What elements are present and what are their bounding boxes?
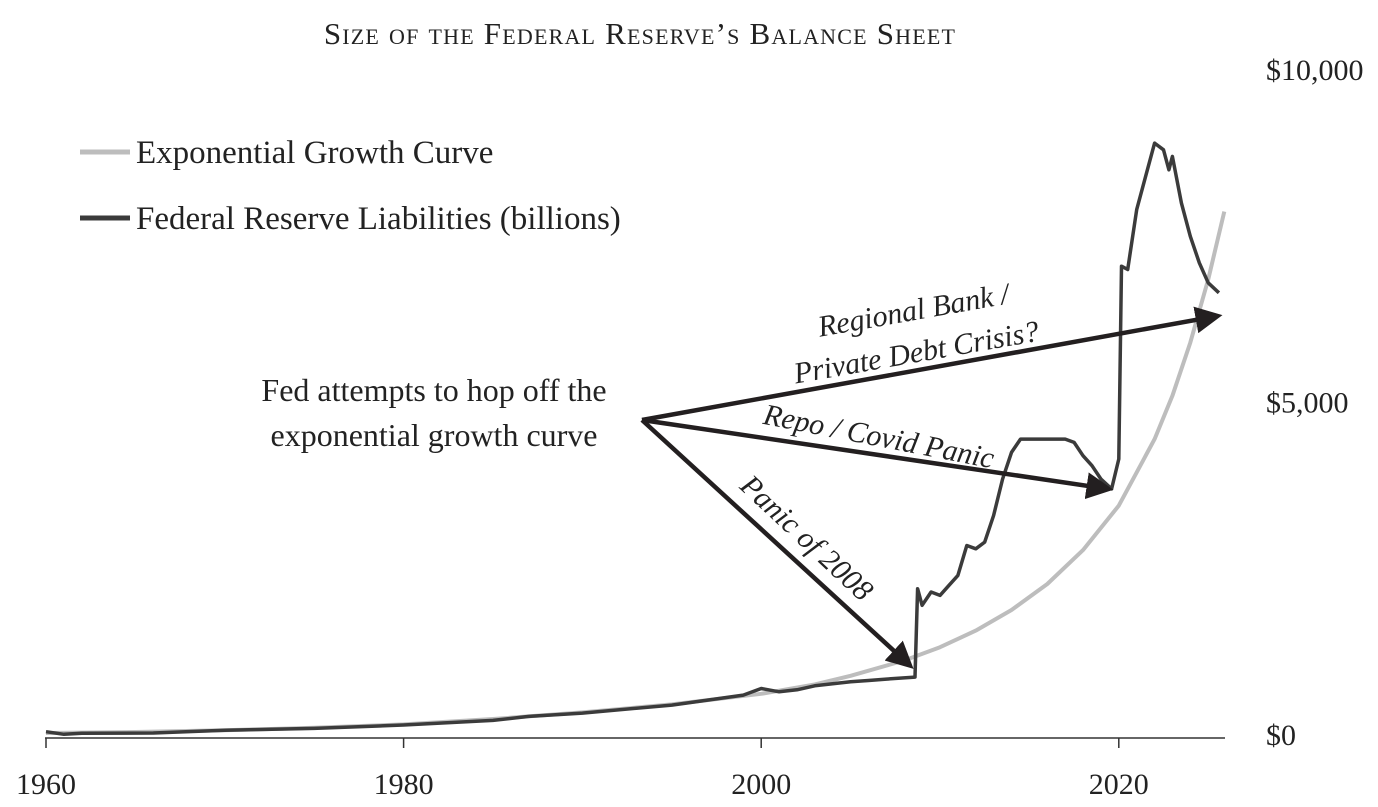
- arrow-regional-bank: [641, 306, 1223, 423]
- arrow-panic-2008: [640, 418, 914, 669]
- y-tick-label-0: $0: [1266, 719, 1296, 752]
- annotation-arrows: [640, 306, 1223, 669]
- x-tick-label-2020: 2020: [1089, 768, 1149, 801]
- arrow-repo-covid: [641, 417, 1114, 500]
- arrow-label-panic-2008: Panic of 2008: [733, 468, 879, 608]
- series-line-exponential-growth-curve: [45, 211, 1227, 735]
- y-axis-ticks: $0 $5,000 $10,000: [1266, 54, 1364, 752]
- y-tick-label-10000: $10,000: [1266, 54, 1364, 87]
- annotation-note-line-2: exponential growth curve: [271, 417, 598, 453]
- legend-label-liabilities: Federal Reserve Liabilities (billions): [136, 201, 621, 237]
- annotation-fed-attempts: Fed attempts to hop off the exponential …: [261, 372, 606, 453]
- x-tick-label-2000: 2000: [731, 768, 791, 801]
- arrow-label-repo-covid: Repo / Covid Panic: [760, 398, 997, 475]
- x-axis-ticks: 1960 1980 2000 2020: [16, 738, 1149, 801]
- legend-label-exponential: Exponential Growth Curve: [136, 135, 493, 171]
- annotation-note-line-1: Fed attempts to hop off the: [261, 372, 606, 408]
- x-tick-label-1960: 1960: [16, 768, 76, 801]
- legend: Exponential Growth Curve Federal Reserve…: [80, 135, 621, 237]
- y-tick-label-5000: $5,000: [1266, 387, 1349, 420]
- x-tick-label-1980: 1980: [374, 768, 434, 801]
- chart-title: Size of the Federal Reserve’s Balance Sh…: [324, 16, 956, 51]
- series-line-federal-reserve-liabilities: [45, 141, 1221, 737]
